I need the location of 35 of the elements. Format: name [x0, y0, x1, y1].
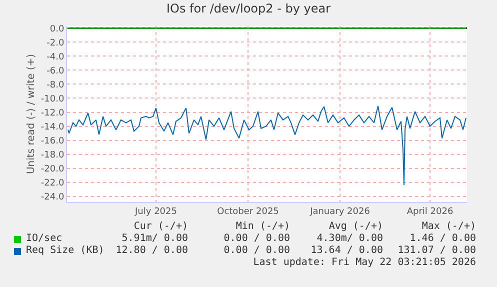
y-tick-label: -18.0 — [40, 150, 64, 160]
y-tick-label: -2.0 — [46, 38, 64, 48]
legend-label: Req Size (KB) — [26, 245, 104, 257]
y-tick-label: -6.0 — [46, 66, 64, 76]
y-tick-label: -10.0 — [40, 94, 64, 104]
text: 4.30m/ 0.00 — [316, 233, 383, 245]
x-tick-label: October 2025 — [217, 206, 279, 217]
y-tick-label: -24.0 — [40, 192, 64, 203]
y-axis-title: Units read (-) / write (+) — [26, 54, 37, 174]
y-tick-label: -22.0 — [40, 178, 64, 189]
x-tick-label: April 2026 — [406, 206, 454, 217]
text: Min (-/+) — [236, 221, 290, 233]
text: 13.64 / 0.00 — [310, 245, 383, 257]
text: 0.00 / 0.00 — [224, 245, 290, 257]
text: Avg (-/+) — [328, 221, 383, 233]
y-tick-label: 0.0 — [50, 24, 64, 34]
line-series — [68, 105, 466, 186]
y-tick-label: -20.0 — [40, 164, 64, 174]
text: 12.80 / 0.00 — [116, 245, 188, 257]
legend-label: IO/sec — [26, 233, 62, 245]
text: Last update: Fri May 22 03:21:05 2026 — [253, 257, 476, 269]
text: 131.07 / 0.00 — [398, 245, 476, 257]
y-tick-label: -4.0 — [46, 52, 64, 62]
text: Max (-/+) — [422, 221, 476, 233]
text: Cur (-/+) — [134, 221, 188, 233]
text: 0.00 / 0.00 — [224, 233, 290, 245]
y-tick-label: -14.0 — [40, 122, 64, 132]
y-tick-label: -16.0 — [40, 136, 64, 146]
text: 5.91m/ 0.00 — [122, 233, 188, 245]
chart-title: IOs for /dev/loop2 - by year — [166, 2, 331, 16]
y-tick-label: -12.0 — [40, 108, 64, 118]
text: 1.46 / 0.00 — [410, 233, 476, 245]
y-tick-label: -8.0 — [46, 80, 64, 90]
x-tick-label: January 2026 — [309, 206, 370, 217]
x-tick-label: July 2025 — [134, 206, 177, 217]
